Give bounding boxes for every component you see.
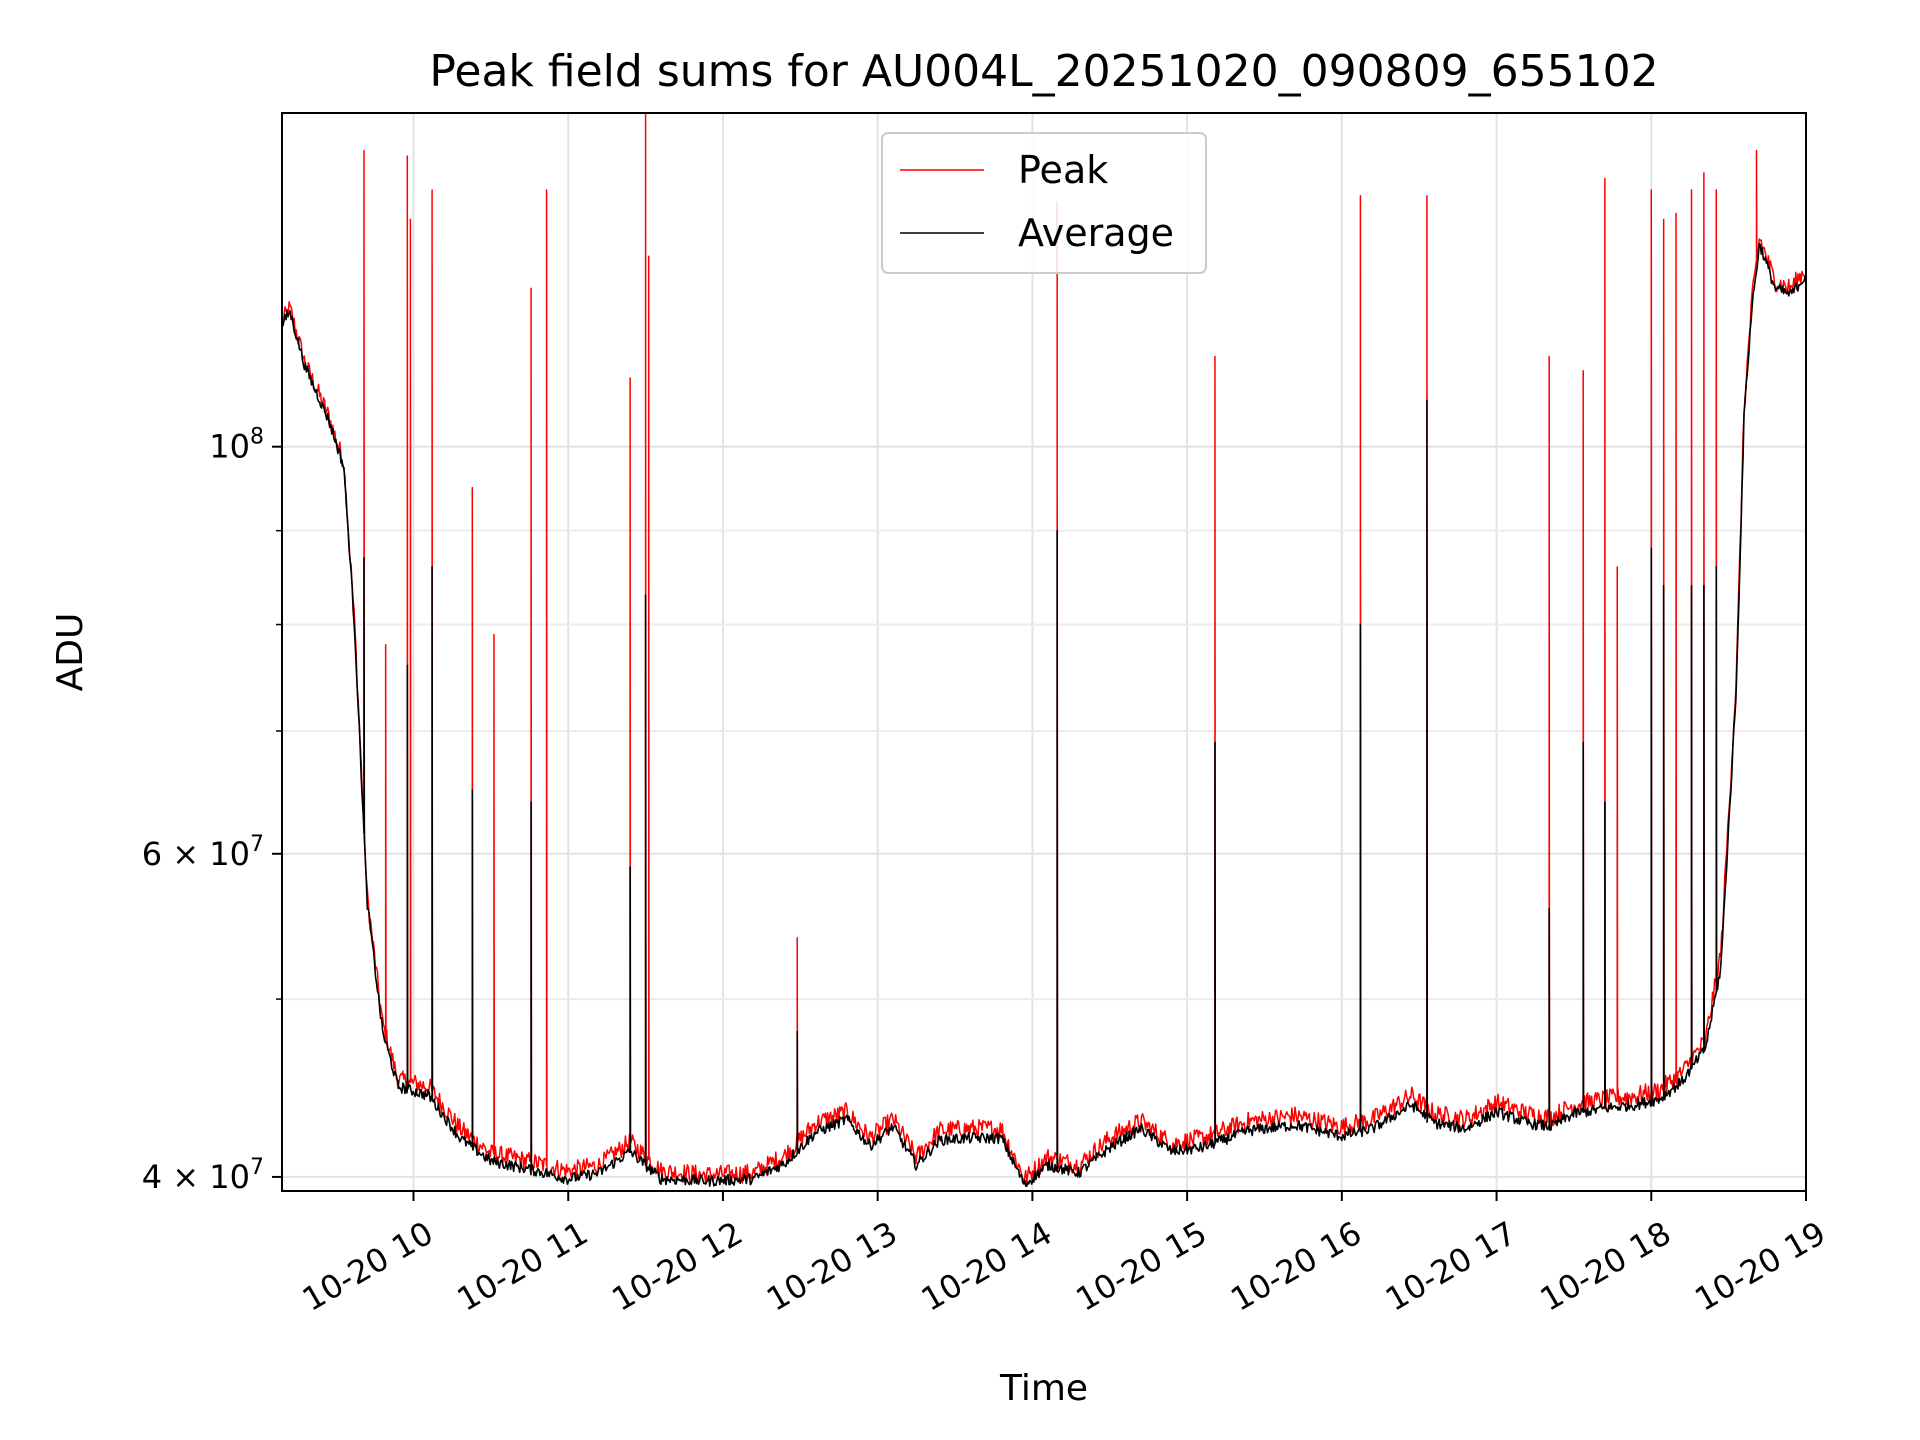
legend: Peak Average <box>881 132 1207 274</box>
legend-label-average: Average <box>1018 211 1174 255</box>
y-tick-label: 108 <box>209 425 264 466</box>
legend-label-peak: Peak <box>1018 148 1108 192</box>
plot-frame <box>281 112 1807 1192</box>
series-line-peak <box>281 112 1807 1185</box>
chart-title: Peak field sums for AU004L_20251020_0908… <box>429 46 1658 97</box>
x-axis-label: Time <box>999 1368 1088 1409</box>
y-tick-label: 4 × 107 <box>142 1155 264 1196</box>
series-line-average <box>281 242 1807 1187</box>
series-layer <box>281 112 1807 1187</box>
legend-box <box>881 132 1207 274</box>
y-axis-label: ADU <box>50 613 91 692</box>
y-tick-label: 6 × 107 <box>142 832 264 873</box>
y-axis: 108 6 × 107 4 × 107 <box>142 425 282 1196</box>
